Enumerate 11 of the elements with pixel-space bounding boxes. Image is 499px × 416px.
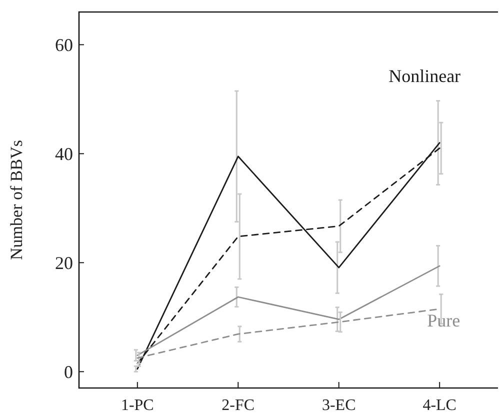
annotation: Pure — [427, 310, 460, 331]
x-tick-label: 4-LC — [422, 397, 456, 414]
y-tick-label: 0 — [64, 362, 73, 382]
annotation: Nonlinear — [388, 66, 461, 86]
y-tick-label: 60 — [55, 34, 73, 55]
x-tick-label: 1-PC — [120, 397, 154, 414]
y-axis-title: Number of BBVs — [7, 140, 26, 260]
y-tick-label: 20 — [55, 252, 73, 273]
x-tick-label: 2-FC — [222, 397, 255, 414]
y-tick-label: 40 — [55, 144, 73, 164]
x-tick-label: 3-EC — [322, 397, 356, 414]
